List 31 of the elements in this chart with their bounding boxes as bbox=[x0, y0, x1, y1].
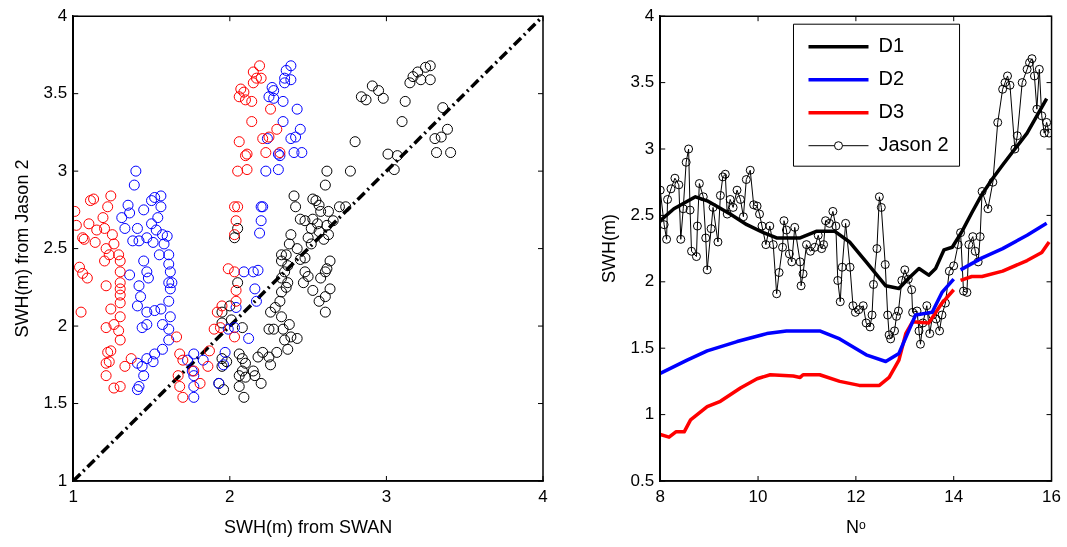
y-tick-label: 1 bbox=[644, 404, 655, 424]
x-axis-title: Nᵒ bbox=[845, 517, 866, 538]
y-tick-label: 3.5 bbox=[43, 83, 68, 103]
y-tick-label: 3.5 bbox=[630, 72, 655, 92]
y-tick-label: 4 bbox=[57, 5, 68, 25]
y-tick-label: 4 bbox=[644, 5, 655, 25]
y-tick-label: 0.5 bbox=[630, 470, 655, 490]
y-tick-label: 3 bbox=[644, 138, 655, 158]
x-tick-label: 10 bbox=[748, 486, 768, 506]
y-tick-label: 2.5 bbox=[43, 238, 68, 258]
x-tick-label: 16 bbox=[1042, 486, 1062, 506]
y-tick-label: 1.5 bbox=[43, 393, 68, 413]
legend-label: D3 bbox=[878, 100, 905, 123]
y-axis-title: SWH(m) bbox=[598, 214, 619, 284]
y-tick-label: 2 bbox=[57, 315, 68, 335]
y-tick-label: 1 bbox=[57, 470, 68, 490]
legend-label: D1 bbox=[878, 34, 905, 57]
y-axis-title: SWH(m) from Jason 2 bbox=[11, 159, 32, 338]
legend-label: D2 bbox=[878, 67, 905, 90]
y-tick-label: 2.5 bbox=[630, 205, 655, 225]
x-axis-title: SWH(m) from SWAN bbox=[223, 517, 393, 538]
x-tick-label: 14 bbox=[944, 486, 964, 506]
x-tick-label: 4 bbox=[538, 486, 548, 506]
x-tick-label: 2 bbox=[225, 486, 235, 506]
y-tick-label: 1.5 bbox=[630, 337, 655, 357]
legend-label: Jason 2 bbox=[878, 133, 949, 156]
x-tick-label: 3 bbox=[381, 486, 392, 506]
y-tick-label: 2 bbox=[644, 271, 655, 291]
x-tick-label: 12 bbox=[846, 486, 866, 506]
x-tick-label: 8 bbox=[655, 486, 665, 506]
y-tick-label: 3 bbox=[57, 160, 68, 180]
